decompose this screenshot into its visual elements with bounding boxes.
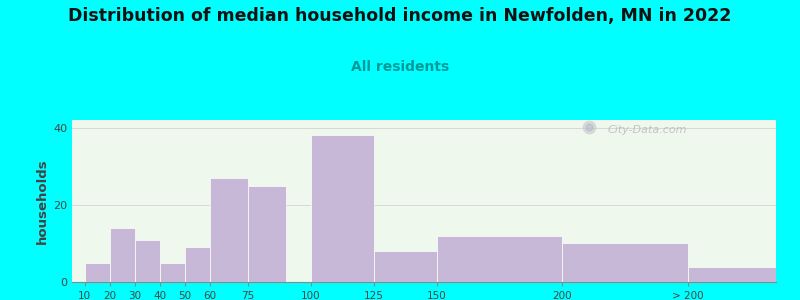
Text: Distribution of median household income in Newfolden, MN in 2022: Distribution of median household income … <box>68 8 732 26</box>
Bar <box>688 267 800 282</box>
Text: City-Data.com: City-Data.com <box>607 125 686 135</box>
Bar <box>311 135 374 282</box>
Bar <box>135 240 160 282</box>
Bar <box>562 243 688 282</box>
Text: All residents: All residents <box>351 60 449 74</box>
Bar <box>110 228 135 282</box>
Bar <box>160 263 185 282</box>
Bar <box>374 251 437 282</box>
Bar <box>85 263 110 282</box>
Bar <box>185 247 210 282</box>
Bar <box>248 186 286 282</box>
Y-axis label: households: households <box>36 158 49 244</box>
Bar <box>437 236 562 282</box>
Bar <box>210 178 248 282</box>
